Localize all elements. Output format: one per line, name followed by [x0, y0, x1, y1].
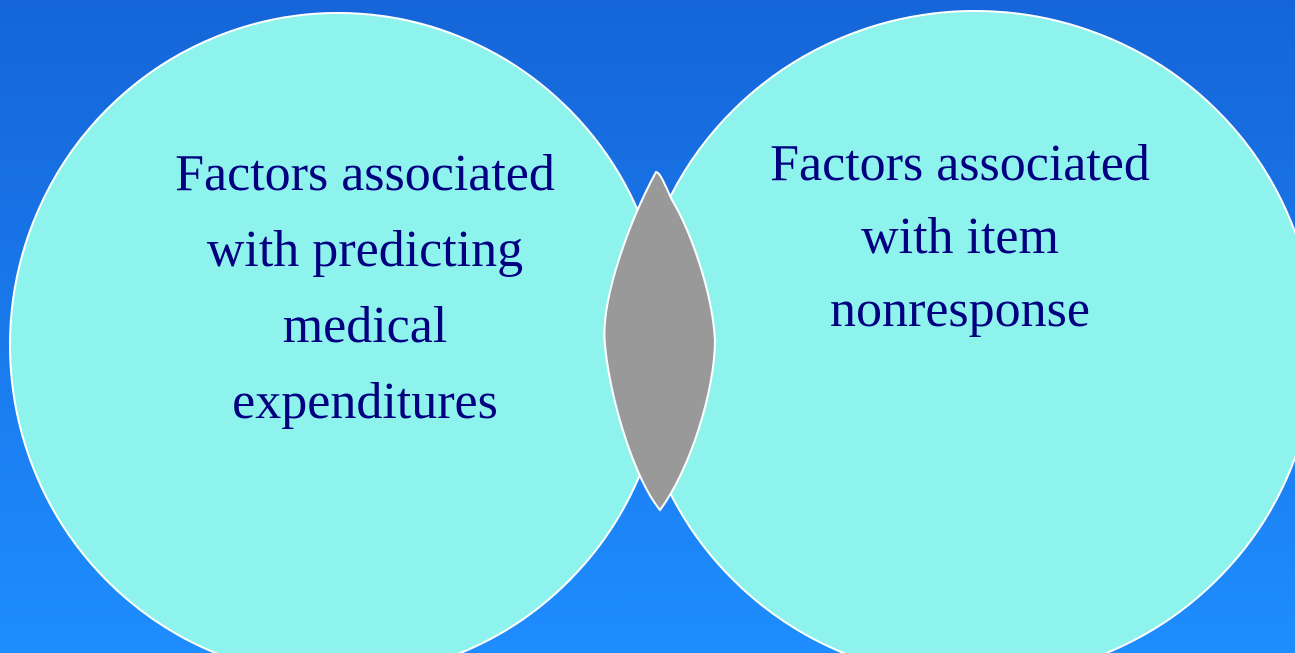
label-line: with predicting — [207, 221, 523, 278]
label-line: expenditures — [232, 373, 498, 430]
label-line: Factors associated — [770, 135, 1150, 192]
overlap — [603, 170, 717, 512]
left-label: Factors associated with predicting medical… — [175, 145, 555, 430]
label-line: with item — [861, 208, 1059, 265]
label-line: Factors associated — [175, 145, 555, 202]
label-line: nonresponse — [830, 281, 1090, 338]
label-line: medical — [283, 297, 448, 354]
right-label: Factors associated with item nonresponse — [770, 135, 1150, 338]
